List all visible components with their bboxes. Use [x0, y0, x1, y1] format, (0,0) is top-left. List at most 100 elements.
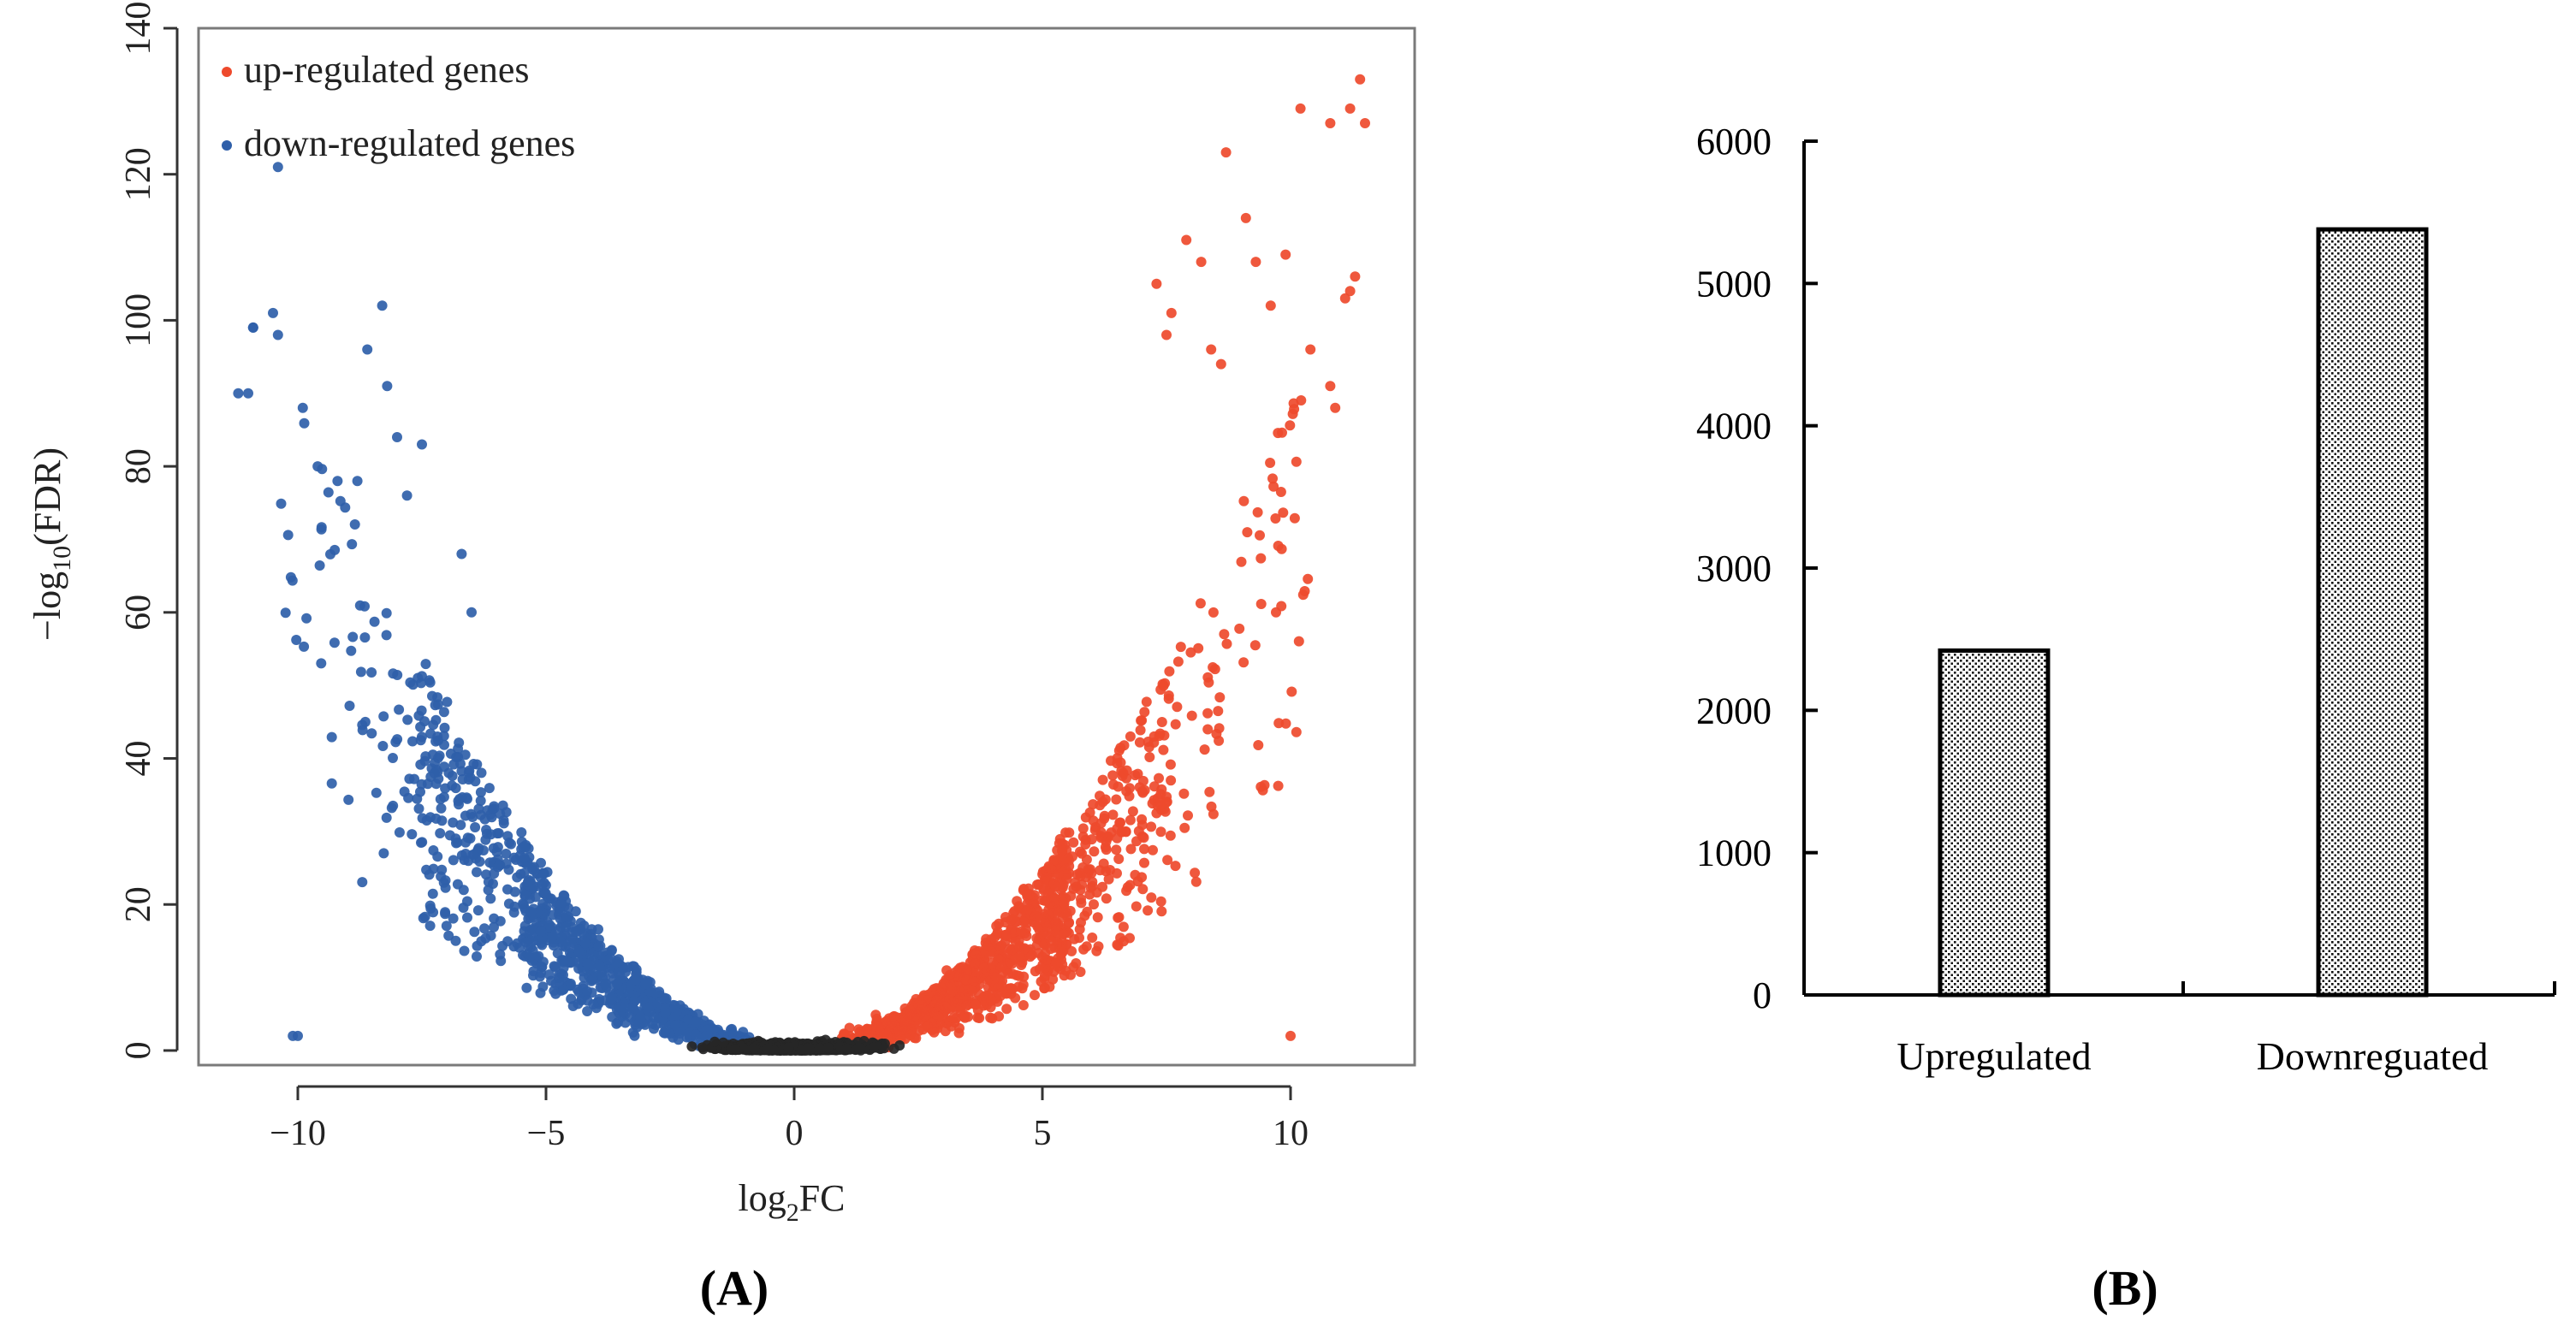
scatter-point — [301, 613, 312, 624]
scatter-point — [466, 607, 477, 618]
scatter-point — [1099, 813, 1110, 824]
scatter-point — [1275, 487, 1286, 497]
scatter-point — [381, 812, 392, 823]
scatter-point — [1115, 933, 1126, 944]
scatter-point — [485, 893, 496, 904]
scatter-point — [1125, 814, 1136, 826]
scatter-point — [1016, 926, 1027, 937]
y-tick-label: 0 — [119, 1041, 158, 1059]
scatter-point — [1095, 832, 1107, 844]
scatter-point — [357, 877, 368, 888]
scatter-point — [495, 808, 506, 820]
scatter-point — [1305, 344, 1316, 355]
scatter-point — [394, 827, 405, 838]
scatter-point — [956, 984, 967, 995]
scatter-point — [495, 949, 506, 960]
scatter-point — [1165, 759, 1176, 770]
scatter-point — [439, 722, 450, 733]
x-axis: −10 −5 0 5 10 — [270, 1085, 1309, 1153]
scatter-point — [419, 755, 430, 767]
scatter-point — [1021, 888, 1032, 899]
scatter-point — [450, 783, 461, 794]
scatter-point — [1303, 573, 1314, 584]
scatter-point — [247, 322, 258, 333]
scatter-point — [1339, 293, 1350, 304]
scatter-point — [453, 796, 464, 807]
scatter-point — [470, 822, 481, 832]
scatter-point — [1130, 770, 1141, 781]
scatter-point — [401, 490, 413, 501]
scatter-point — [929, 1027, 940, 1038]
scatter-point — [516, 827, 527, 838]
scatter-point — [1118, 921, 1129, 933]
y-tick-label: 6000 — [1696, 121, 1772, 163]
scatter-point — [448, 759, 460, 770]
scatter-point — [537, 962, 548, 973]
scatter-point — [1137, 831, 1148, 842]
scatter-point — [1325, 118, 1336, 128]
scatter-point — [456, 850, 467, 861]
scatter-point — [1355, 74, 1366, 85]
scatter-point — [1186, 710, 1197, 721]
scatter-point — [1293, 636, 1304, 647]
scatter-point — [1221, 638, 1232, 649]
y-tick-label: 140 — [119, 2, 158, 56]
scatter-point — [955, 992, 965, 1004]
scatter-point — [730, 1044, 741, 1055]
scatter-point — [1242, 527, 1253, 538]
scatter-point — [749, 1043, 759, 1054]
scatter-point — [561, 910, 573, 921]
bar-upregulated — [1938, 648, 2051, 998]
bar-chart: Upregulated Downreguated 0 1000 2000 3000 4000… — [1696, 121, 2556, 1316]
scatter-point — [1057, 939, 1068, 950]
scatter-point — [1236, 556, 1247, 567]
scatter-point — [1344, 103, 1356, 114]
scatter-point — [530, 891, 541, 903]
scatter-point — [1095, 865, 1106, 876]
scatter-point — [1166, 307, 1177, 318]
scatter-point — [906, 1024, 917, 1035]
scatter-point — [1089, 899, 1099, 910]
scatter-point — [670, 1020, 681, 1031]
scatter-point — [549, 986, 560, 996]
scatter-point — [938, 978, 949, 989]
scatter-point — [316, 522, 327, 533]
scatter-point — [524, 952, 535, 963]
scatter-point — [1084, 807, 1095, 818]
scatter-point — [1170, 719, 1181, 730]
scatter-point — [445, 749, 456, 759]
y-tick-label: 2000 — [1696, 690, 1772, 731]
scatter-point — [1001, 931, 1012, 942]
scatter-point — [1144, 752, 1155, 762]
scatter-point — [1165, 830, 1176, 841]
scatter-point — [462, 832, 473, 844]
scatter-point — [1250, 257, 1261, 268]
scatter-point — [299, 641, 310, 652]
scatter-point — [1158, 744, 1169, 755]
scatter-point — [1238, 495, 1249, 506]
scatter-point — [1291, 456, 1302, 467]
scatter-point — [970, 999, 981, 1010]
scatter-point — [1042, 872, 1053, 883]
scatter-point — [1273, 541, 1284, 551]
scatter-point — [1148, 844, 1158, 856]
scatter-point — [392, 734, 403, 745]
scatter-point — [1137, 775, 1149, 786]
scatter-point — [944, 969, 955, 980]
scatter-point — [1125, 844, 1137, 855]
scatter-point — [582, 986, 593, 997]
scatter-point — [553, 973, 564, 984]
scatter-point — [459, 945, 470, 956]
scatter-point — [946, 1021, 957, 1032]
x-tick-label: −5 — [527, 1114, 566, 1153]
scatter-point — [954, 1022, 965, 1033]
scatter-point — [987, 957, 998, 968]
scatter-point — [424, 677, 436, 688]
scatter-point — [1289, 512, 1300, 524]
scatter-point — [502, 884, 513, 895]
scatter-point — [1103, 873, 1114, 885]
scatter-point — [243, 388, 253, 399]
scatter-point — [462, 912, 472, 923]
scatter-point — [1058, 897, 1069, 908]
